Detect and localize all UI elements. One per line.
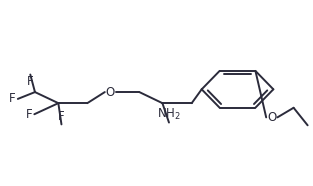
Text: O: O — [267, 111, 276, 124]
Text: F: F — [58, 110, 65, 124]
Text: NH$_2$: NH$_2$ — [157, 107, 181, 122]
Text: O: O — [106, 86, 115, 99]
Text: F: F — [9, 92, 16, 105]
Text: F: F — [25, 108, 32, 121]
Text: F: F — [27, 76, 33, 89]
